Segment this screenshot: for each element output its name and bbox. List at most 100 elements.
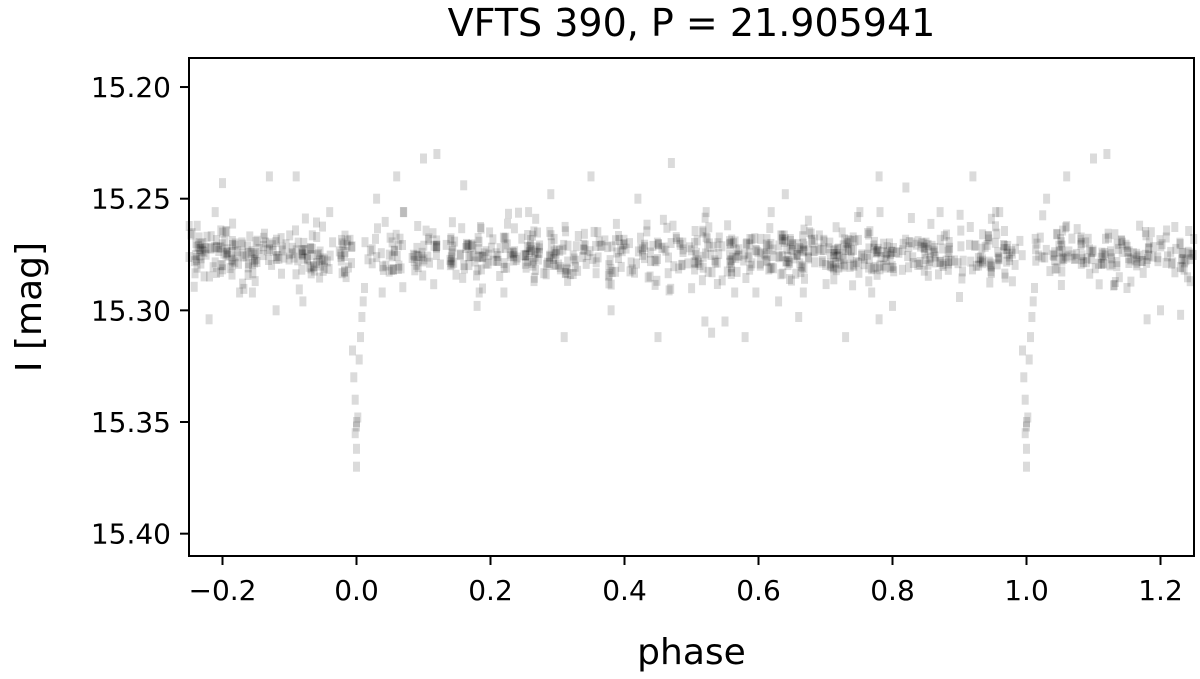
data-point <box>422 225 430 236</box>
data-point <box>529 260 537 271</box>
data-point <box>319 265 327 276</box>
data-point <box>219 264 227 275</box>
data-point <box>555 259 563 270</box>
data-point <box>1113 261 1121 272</box>
data-point <box>927 218 935 229</box>
data-point <box>344 262 352 273</box>
data-point <box>579 252 587 263</box>
data-point <box>475 236 483 247</box>
data-point <box>748 258 756 269</box>
data-point <box>252 253 260 264</box>
data-point <box>368 258 376 269</box>
data-point <box>649 240 657 251</box>
data-point <box>348 242 356 252</box>
data-point <box>250 249 258 260</box>
data-point <box>793 239 801 250</box>
data-point <box>228 236 236 246</box>
data-point <box>972 240 980 251</box>
data-point <box>550 254 558 264</box>
data-point <box>420 153 427 164</box>
data-point <box>580 244 588 255</box>
data-point <box>761 248 769 259</box>
data-point <box>905 242 913 253</box>
data-point <box>945 255 953 266</box>
data-point <box>844 238 852 249</box>
data-point <box>553 244 561 255</box>
data-point <box>1098 259 1105 269</box>
data-point <box>368 244 376 255</box>
data-point <box>251 276 259 287</box>
data-point <box>525 247 533 258</box>
data-point <box>959 255 967 266</box>
data-point <box>643 226 651 237</box>
data-point <box>699 227 707 238</box>
data-point <box>893 247 900 258</box>
data-point <box>388 237 396 248</box>
data-point <box>426 257 433 268</box>
data-point <box>323 256 331 267</box>
data-point <box>731 236 739 247</box>
data-point <box>801 273 808 284</box>
data-point <box>987 258 995 269</box>
data-point <box>1077 234 1085 245</box>
data-point <box>353 461 360 472</box>
data-point <box>335 246 343 257</box>
data-point <box>691 226 699 236</box>
data-point <box>307 243 315 253</box>
data-point <box>253 235 261 246</box>
data-point <box>373 252 381 263</box>
data-point <box>200 271 208 282</box>
data-point <box>1110 280 1118 290</box>
data-point <box>1051 263 1059 274</box>
data-point <box>849 259 857 270</box>
data-point <box>563 265 571 276</box>
data-point <box>627 257 635 268</box>
data-point <box>351 428 359 439</box>
data-point <box>922 254 930 265</box>
data-point <box>224 250 232 261</box>
data-point <box>639 249 646 260</box>
data-point <box>190 281 198 292</box>
data-point <box>536 240 544 251</box>
data-point <box>637 242 645 253</box>
data-point <box>265 255 272 265</box>
data-point <box>595 236 603 247</box>
data-point <box>943 229 950 240</box>
data-point <box>286 230 294 241</box>
data-point <box>193 262 201 273</box>
data-point <box>307 263 315 274</box>
data-point <box>924 239 932 250</box>
data-point <box>592 240 600 251</box>
data-point <box>408 253 416 263</box>
data-point <box>1108 258 1116 269</box>
data-point <box>448 259 456 270</box>
data-point <box>268 240 276 251</box>
data-point <box>789 240 796 251</box>
data-point <box>1107 253 1115 264</box>
data-point <box>940 231 948 242</box>
data-point <box>629 264 636 275</box>
data-point <box>655 239 662 250</box>
data-point <box>752 287 760 298</box>
data-point <box>975 260 983 271</box>
data-point <box>746 234 754 244</box>
data-point <box>808 237 816 248</box>
data-point <box>511 246 519 257</box>
data-point <box>442 239 450 250</box>
data-point <box>246 231 254 242</box>
data-point <box>526 240 534 251</box>
data-point <box>826 258 834 269</box>
data-point <box>1063 221 1071 232</box>
data-point <box>306 243 314 254</box>
data-point <box>305 261 313 272</box>
data-point <box>236 287 244 298</box>
data-point <box>902 234 910 245</box>
data-point <box>223 247 231 258</box>
data-point <box>995 252 1003 263</box>
data-point <box>551 259 559 270</box>
data-point <box>785 256 793 267</box>
data-point <box>530 255 538 266</box>
data-point <box>987 266 995 277</box>
data-point <box>1123 283 1131 293</box>
data-point <box>469 251 477 261</box>
